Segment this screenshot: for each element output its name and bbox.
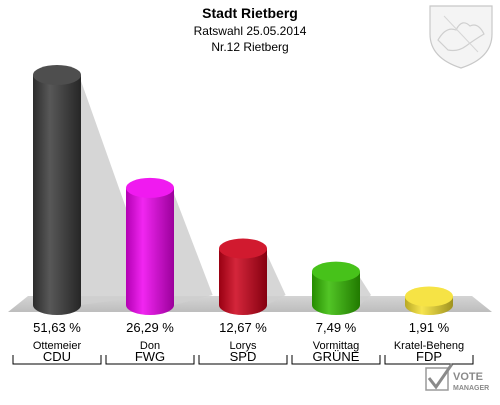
chart-district: Nr.12 Rietberg: [211, 40, 288, 54]
chart-subtitle: Ratswahl 25.05.2014: [194, 24, 307, 38]
bar-cdu: [33, 65, 81, 316]
candidate-label: Ottemeier: [33, 340, 82, 352]
bar-spd: [219, 238, 267, 315]
party-label: GRÜNE: [313, 349, 360, 364]
bar-top: [312, 261, 360, 282]
bar-grüne: [312, 261, 360, 315]
bar-top: [219, 238, 267, 259]
bar-top: [405, 286, 453, 307]
candidate-label: Don: [140, 340, 160, 352]
logo-text-vote: VOTE: [453, 371, 483, 383]
value-label: 7,49 %: [316, 320, 357, 335]
bar-body: [312, 271, 360, 315]
bar-shadow: [174, 193, 213, 305]
bar-shadow: [360, 277, 372, 305]
vote-manager-logo: VOTE MANAGER: [425, 363, 489, 392]
category-bracket: [12, 355, 102, 365]
party-label: FWG: [135, 349, 165, 364]
value-label: 51,63 %: [33, 320, 81, 335]
party-label: FDP: [416, 349, 442, 364]
bar-fdp: [405, 286, 453, 315]
coat-of-arms-icon: [429, 5, 493, 69]
bar-top: [33, 65, 81, 86]
checkmark-icon: [425, 363, 454, 391]
category-bracket: [291, 355, 381, 365]
bar-shadows: [81, 81, 456, 306]
bar-body: [33, 75, 81, 316]
category-bracket: [384, 355, 474, 365]
bar-body: [219, 248, 267, 315]
value-label: 26,29 %: [126, 320, 174, 335]
candidate-label: Kratel-Beheng: [394, 340, 464, 352]
bar-fwg: [126, 177, 174, 315]
bar-shadow: [267, 254, 286, 305]
candidate-label: Lorys: [230, 340, 257, 352]
bar-top: [126, 177, 174, 198]
value-label: 1,91 %: [409, 320, 450, 335]
party-label: SPD: [230, 349, 257, 364]
party-label: CDU: [43, 349, 71, 364]
bar-shadow: [453, 295, 456, 305]
bar-body: [126, 187, 174, 315]
chart-title: Stadt Rietberg: [202, 5, 298, 21]
bars-group: [33, 65, 453, 316]
logo-text-manager: MANAGER: [453, 385, 489, 392]
value-label: 12,67 %: [219, 320, 267, 335]
category-bracket: [105, 355, 195, 365]
candidate-label: Vormittag: [313, 340, 359, 352]
category-bracket: [198, 355, 288, 365]
value-labels-group: 51,63 % 26,29 % 12,67 % 7,49 % 1,91 %: [33, 320, 450, 335]
